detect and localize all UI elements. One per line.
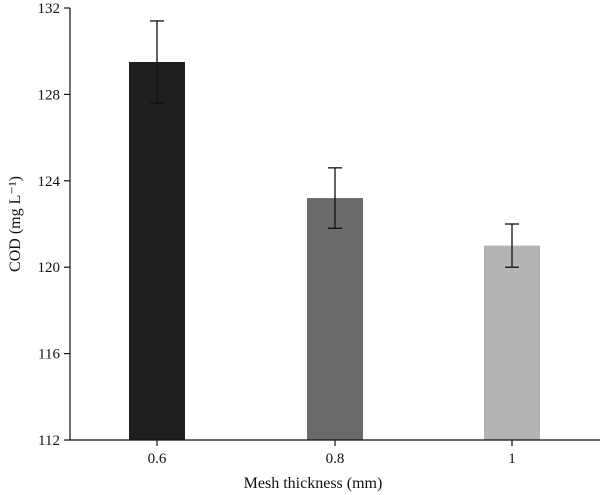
error-bars: [150, 20, 519, 268]
y-axis-title: COD (mg L⁻¹): [7, 176, 24, 272]
y-tick-label: 120: [38, 260, 61, 276]
bars: [129, 62, 540, 440]
x-tick-label: 0.8: [326, 451, 345, 467]
error-bar: [150, 20, 164, 104]
y-tick-label: 116: [38, 347, 60, 363]
y-tick-label: 112: [38, 433, 60, 449]
y-tick-label: 128: [38, 87, 61, 103]
y-tick-label: 132: [38, 1, 61, 17]
error-bar: [328, 167, 342, 229]
bar-0.8: [307, 198, 363, 440]
x-axis-ticks: 0.6 0.8 1: [148, 440, 516, 467]
y-axis-ticks: 112 116 120 124 128 132: [38, 1, 70, 449]
y-tick-label: 124: [38, 174, 61, 190]
x-tick-label: 0.6: [148, 451, 167, 467]
x-tick-label: 1: [508, 451, 516, 467]
error-bar: [505, 223, 519, 268]
bar-0.6: [129, 62, 185, 440]
bar-1: [484, 245, 540, 440]
x-axis-title: Mesh thickness (mm): [244, 475, 383, 492]
